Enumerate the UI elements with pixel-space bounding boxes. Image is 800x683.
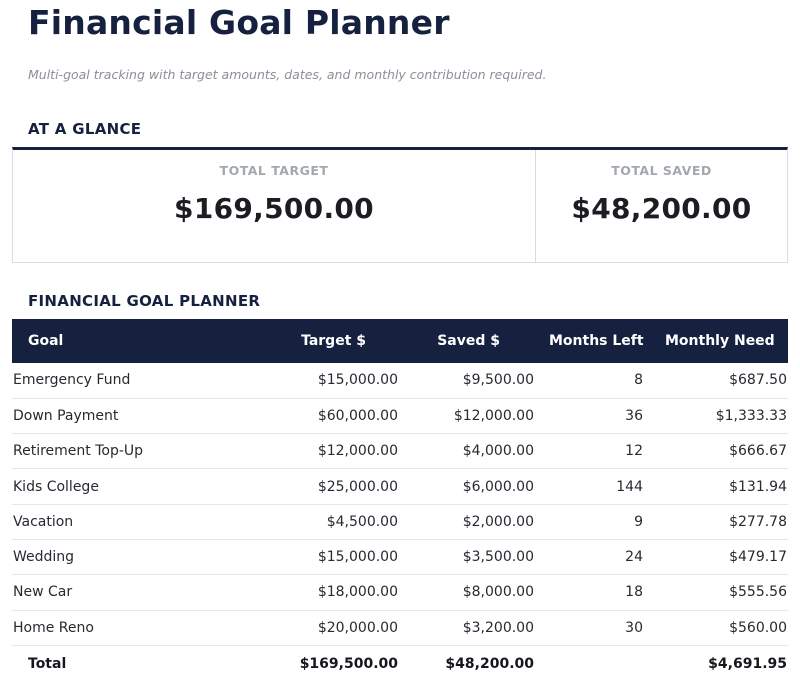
target-cell: $12,000.00 [317, 443, 398, 460]
months-left-cell: 24 [625, 549, 643, 566]
column-header-target[interactable]: Target $ [301, 333, 366, 349]
goal-cell: Emergency Fund [13, 372, 131, 389]
monthly-need-cell: $131.94 [729, 478, 787, 495]
total-saved-cell: $48,200.00 [445, 655, 534, 672]
column-header-goal[interactable]: Goal [28, 333, 64, 349]
months-left-cell: 30 [625, 619, 643, 636]
monthly-need-cell: $555.56 [729, 584, 787, 601]
table-row: Emergency Fund $15,000.00 $9,500.00 8 $687.5… [12, 363, 788, 399]
goal-cell: New Car [13, 584, 73, 601]
table-row: Kids College $25,000.00 $6,000.00 144 $131.9… [12, 469, 788, 505]
monthly-need-cell: $1,333.33 [715, 407, 787, 424]
table-row: Vacation $4,500.00 $2,000.00 9 $277.78 [12, 504, 788, 540]
table-row: New Car $18,000.00 $8,000.00 18 $555.56 [12, 575, 788, 611]
total-saved-label: TOTAL SAVED [611, 163, 712, 178]
saved-cell: $6,000.00 [462, 478, 534, 495]
total-target-value: $169,500.00 [174, 192, 374, 225]
monthly-need-cell: $560.00 [729, 619, 787, 636]
months-left-cell: 18 [625, 584, 643, 601]
target-cell: $4,500.00 [326, 513, 398, 530]
total-months-cell [535, 645, 651, 681]
monthly-need-cell: $479.17 [729, 549, 787, 566]
page-title: Financial Goal Planner [28, 3, 450, 42]
total-need-cell: $4,691.95 [708, 655, 787, 672]
saved-cell: $2,000.00 [462, 513, 534, 530]
column-header-monthly-need[interactable]: Monthly Need [665, 333, 775, 349]
monthly-need-cell: $666.67 [729, 443, 787, 460]
target-cell: $15,000.00 [317, 372, 398, 389]
saved-cell: $8,000.00 [462, 584, 534, 601]
table-row: Down Payment $60,000.00 $12,000.00 36 $1,333… [12, 398, 788, 434]
total-saved-card: TOTAL SAVED $48,200.00 [536, 150, 787, 262]
months-left-cell: 144 [616, 478, 643, 495]
total-target-card: TOTAL TARGET $169,500.00 [13, 150, 536, 262]
saved-cell: $4,000.00 [462, 443, 534, 460]
total-target-cell: $169,500.00 [299, 655, 398, 672]
goal-cell: Kids College [13, 478, 99, 495]
saved-cell: $9,500.00 [462, 372, 534, 389]
months-left-cell: 9 [634, 513, 643, 530]
saved-cell: $3,500.00 [462, 549, 534, 566]
saved-cell: $12,000.00 [453, 407, 534, 424]
total-saved-value: $48,200.00 [571, 192, 752, 225]
page-subtitle: Multi-goal tracking with target amounts,… [28, 67, 547, 82]
column-header-saved[interactable]: Saved $ [437, 333, 500, 349]
goal-cell: Retirement Top-Up [13, 443, 144, 460]
target-cell: $20,000.00 [317, 619, 398, 636]
table-header-row: Goal Target $ Saved $ Months Left Monthl… [12, 319, 788, 363]
column-header-months-left[interactable]: Months Left [549, 333, 644, 349]
planner-heading: FINANCIAL GOAL PLANNER [28, 292, 261, 310]
goal-cell: Home Reno [13, 619, 94, 636]
months-left-cell: 12 [625, 443, 643, 460]
table-row: Retirement Top-Up $12,000.00 $4,000.00 12 $6… [12, 434, 788, 469]
monthly-need-cell: $687.50 [729, 372, 787, 389]
goal-table: Goal Target $ Saved $ Months Left Monthl… [12, 319, 788, 681]
saved-cell: $3,200.00 [462, 619, 534, 636]
target-cell: $60,000.00 [317, 407, 398, 424]
months-left-cell: 8 [634, 372, 643, 389]
monthly-need-cell: $277.78 [729, 513, 787, 530]
goal-cell: Down Payment [13, 407, 119, 424]
target-cell: $18,000.00 [317, 584, 398, 601]
glance-panel: TOTAL TARGET $169,500.00 TOTAL SAVED $48… [12, 147, 788, 263]
goal-cell: Wedding [13, 549, 75, 566]
table-row: Home Reno $20,000.00 $3,200.00 30 $560.00 [12, 610, 788, 646]
total-goal-cell: Total [28, 655, 67, 672]
target-cell: $25,000.00 [317, 478, 398, 495]
glance-heading: AT A GLANCE [28, 120, 142, 138]
target-cell: $15,000.00 [317, 549, 398, 566]
goal-cell: Vacation [13, 513, 74, 530]
months-left-cell: 36 [625, 407, 643, 424]
table-row: Wedding $15,000.00 $3,500.00 24 $479.17 [12, 539, 788, 575]
table-total-row: Total $169,500.00 $48,200.00 $4,691.95 [12, 645, 788, 681]
total-target-label: TOTAL TARGET [219, 163, 329, 178]
